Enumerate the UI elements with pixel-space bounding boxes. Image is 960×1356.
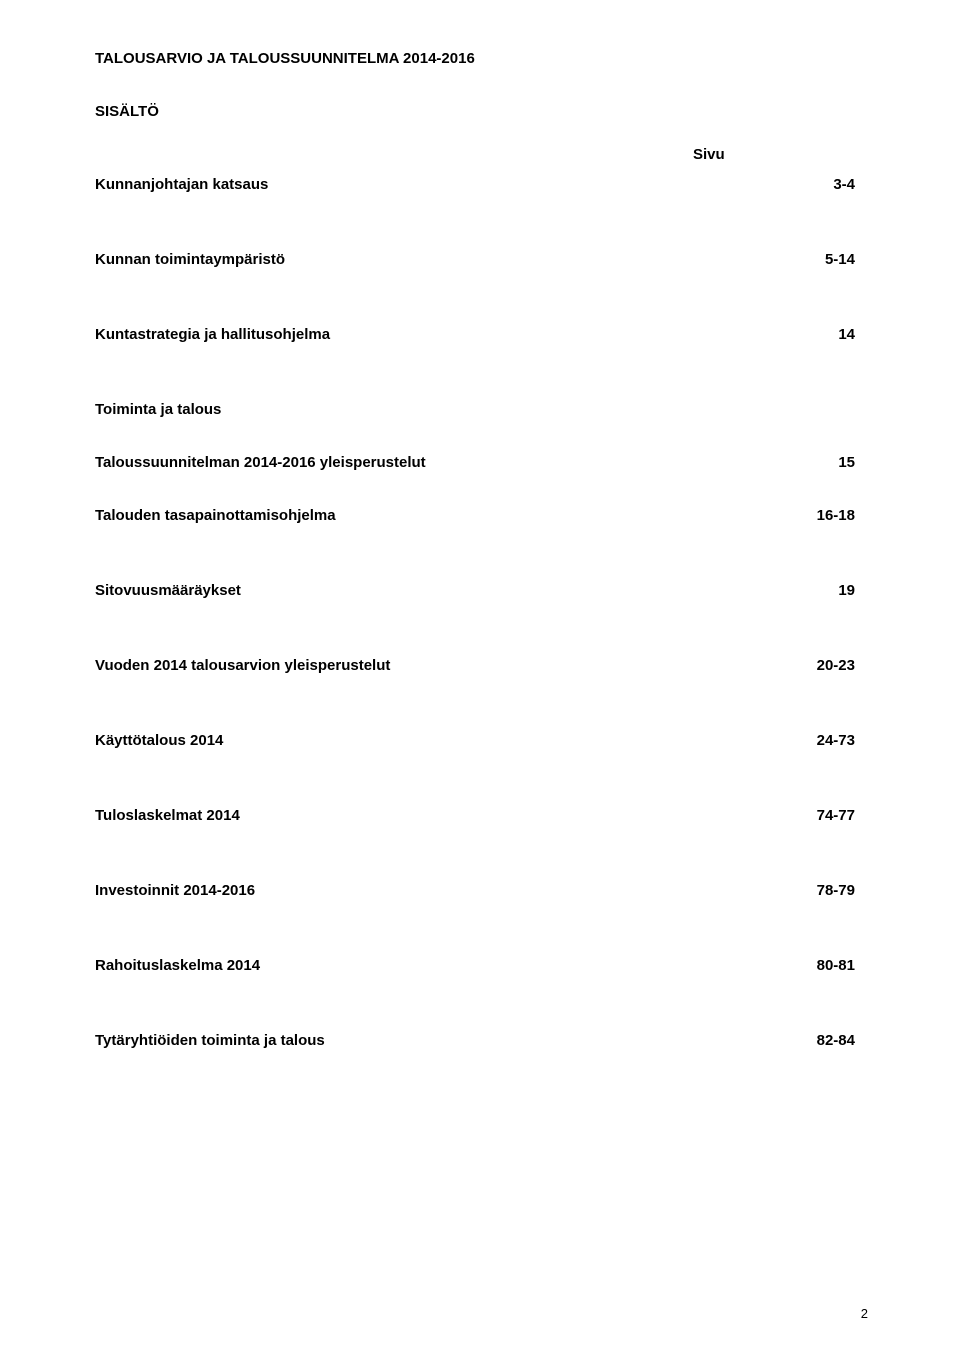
document-title: TALOUSARVIO JA TALOUSSUUNNITELMA 2014-20… <box>95 50 870 67</box>
toc-label: Taloussuunnitelman 2014-2016 yleisperust… <box>95 454 426 471</box>
toc-page: 24-73 <box>817 732 855 749</box>
toc-label: Sitovuusmääräykset <box>95 582 241 599</box>
toc-row: Kuntastrategia ja hallitusohjelma 14 <box>95 326 870 343</box>
toc-label: Toiminta ja talous <box>95 401 221 418</box>
toc-page: 3-4 <box>833 176 855 193</box>
toc-label: Rahoituslaskelma 2014 <box>95 957 260 974</box>
toc-row: Tuloslaskelmat 2014 74-77 <box>95 807 870 824</box>
document-subtitle: SISÄLTÖ <box>95 103 870 120</box>
toc-row: Kunnanjohtajan katsaus 3-4 <box>95 176 870 193</box>
toc-label: Talouden tasapainottamisohjelma <box>95 507 336 524</box>
toc-page: 82-84 <box>817 1032 855 1049</box>
toc-label: Investoinnit 2014-2016 <box>95 882 255 899</box>
page-column-header: Sivu <box>693 146 725 163</box>
toc-row: Vuoden 2014 talousarvion yleisperustelut… <box>95 657 870 674</box>
toc-page: 16-18 <box>817 507 855 524</box>
toc-page: 80-81 <box>817 957 855 974</box>
toc-label: Kunnanjohtajan katsaus <box>95 176 268 193</box>
toc-label: Käyttötalous 2014 <box>95 732 223 749</box>
toc-label: Vuoden 2014 talousarvion yleisperustelut <box>95 657 390 674</box>
toc-label: Kuntastrategia ja hallitusohjelma <box>95 326 330 343</box>
toc-row: Toiminta ja talous <box>95 401 870 418</box>
page-number: 2 <box>861 1306 868 1321</box>
toc-row: Investoinnit 2014-2016 78-79 <box>95 882 870 899</box>
toc-page: 5-14 <box>825 251 855 268</box>
toc-page: 15 <box>838 454 855 471</box>
toc-label: Kunnan toimintaympäristö <box>95 251 285 268</box>
toc-page: 14 <box>838 326 855 343</box>
toc-page: 19 <box>838 582 855 599</box>
toc-row: Käyttötalous 2014 24-73 <box>95 732 870 749</box>
toc-row: Rahoituslaskelma 2014 80-81 <box>95 957 870 974</box>
toc-label: Tytäryhtiöiden toiminta ja talous <box>95 1032 325 1049</box>
toc-label: Tuloslaskelmat 2014 <box>95 807 240 824</box>
toc-page: 74-77 <box>817 807 855 824</box>
page-column-header-row: Sivu <box>95 146 870 168</box>
toc-row: Taloussuunnitelman 2014-2016 yleisperust… <box>95 454 870 471</box>
toc-page: 78-79 <box>817 882 855 899</box>
toc-row: Sitovuusmääräykset 19 <box>95 582 870 599</box>
toc-row: Talouden tasapainottamisohjelma 16-18 <box>95 507 870 524</box>
toc-page: 20-23 <box>817 657 855 674</box>
toc-row: Kunnan toimintaympäristö 5-14 <box>95 251 870 268</box>
toc-row: Tytäryhtiöiden toiminta ja talous 82-84 <box>95 1032 870 1049</box>
